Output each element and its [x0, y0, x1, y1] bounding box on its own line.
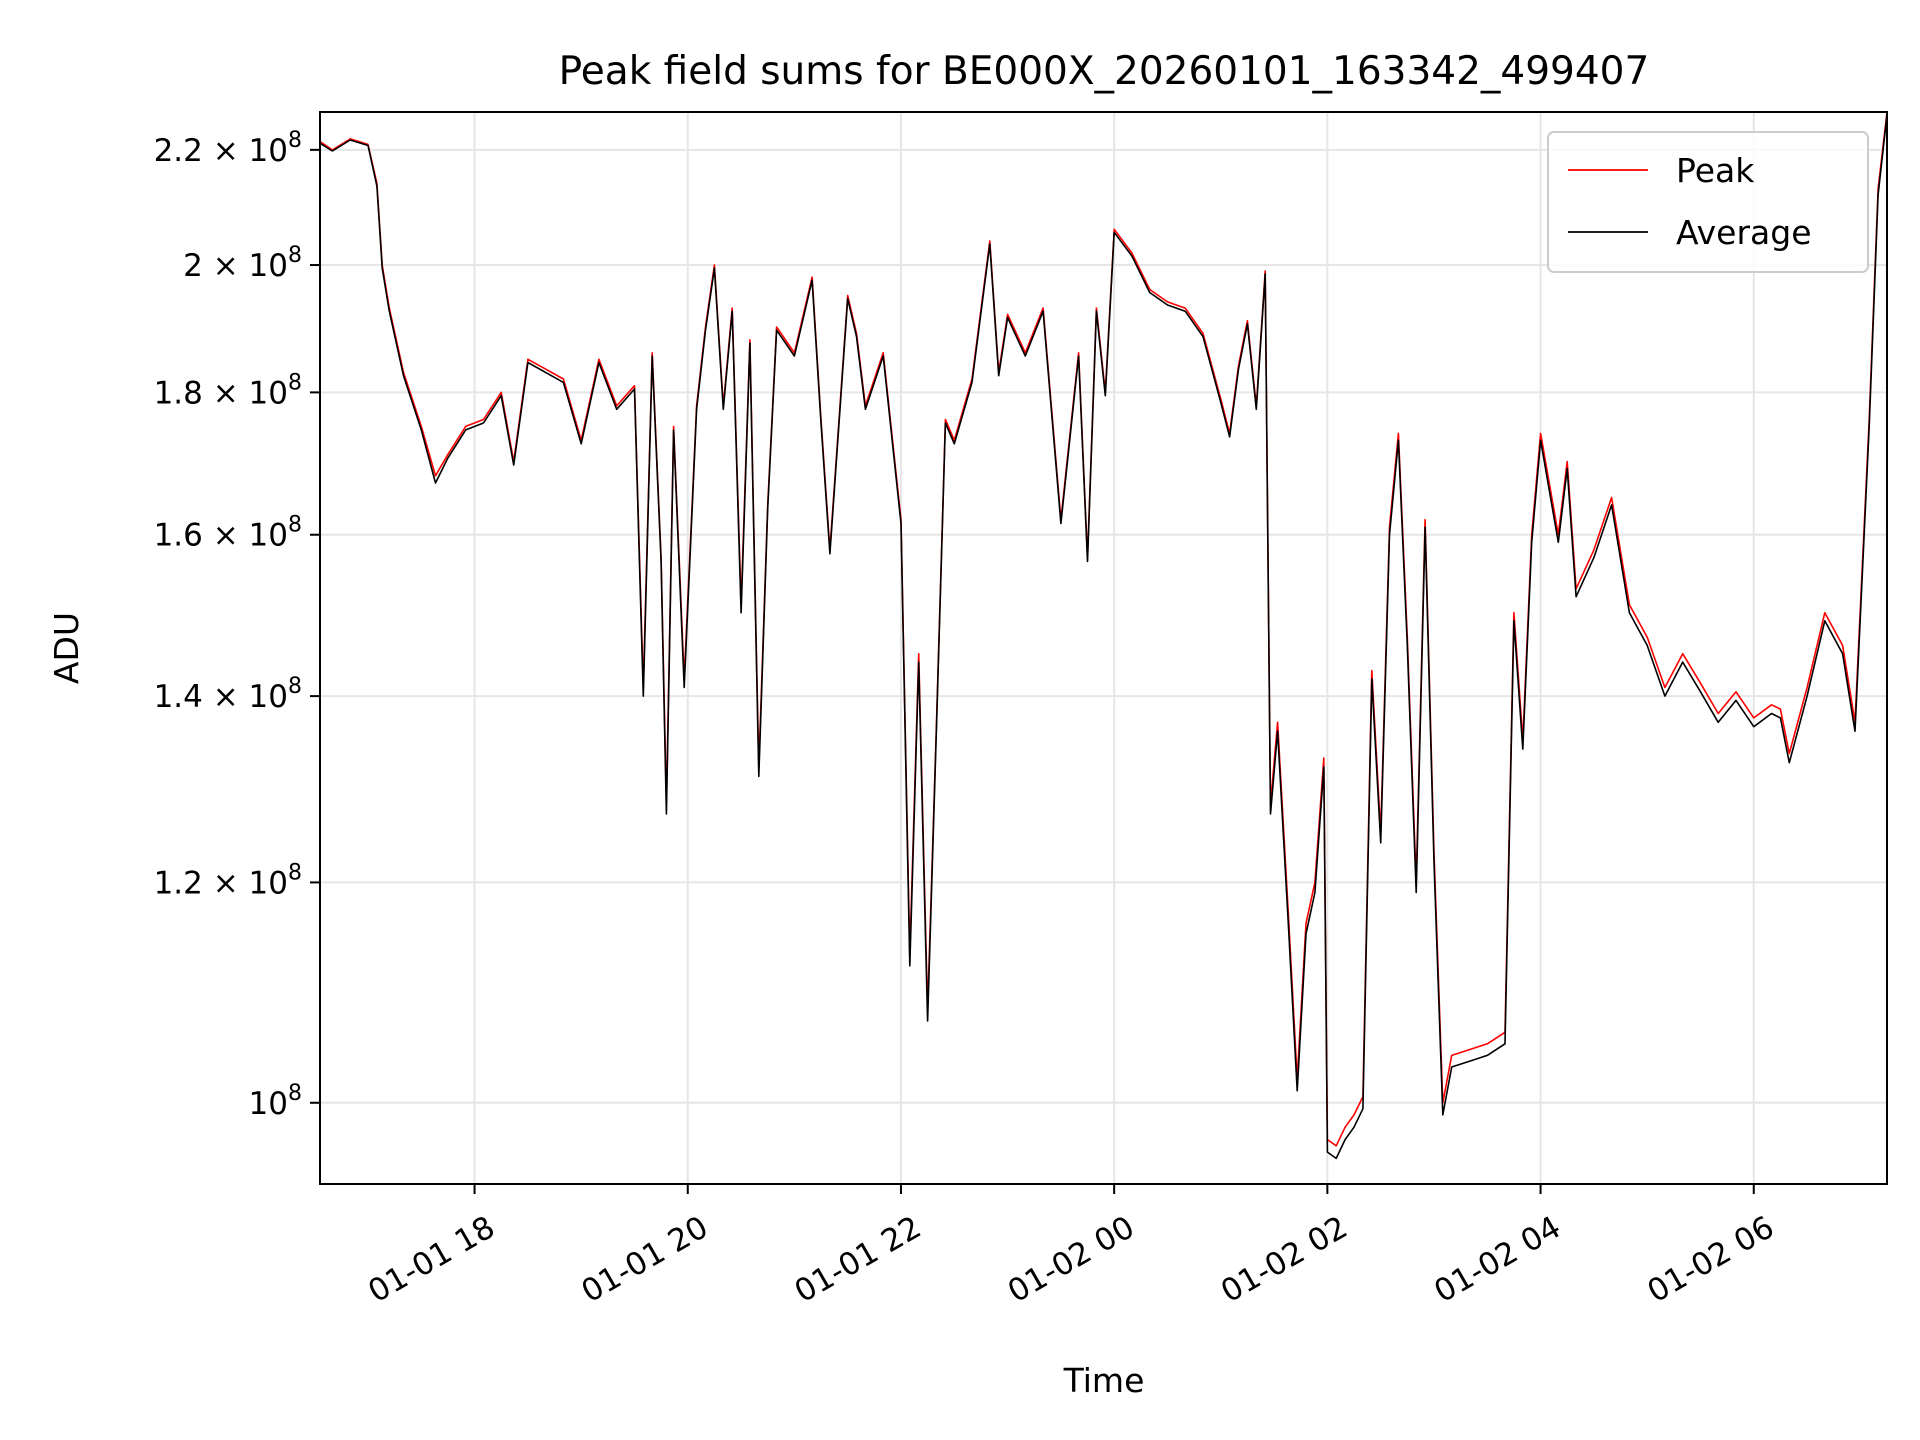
y-tick-label: 2 × 108: [183, 243, 302, 284]
y-tick-label: 2.2 × 108: [154, 128, 302, 169]
grid: [320, 112, 1887, 1184]
y-tick-label: 1.6 × 108: [154, 513, 302, 554]
y-tick-exponent: 8: [288, 243, 302, 268]
legend-box: [1547, 131, 1869, 273]
y-tick-mantissa: 2 × 10: [183, 248, 288, 284]
y-axis-label: ADU: [47, 612, 86, 684]
y-tick-exponent: 8: [288, 1081, 302, 1106]
legend-label: Average: [1676, 213, 1812, 252]
y-tick-label: 1.2 × 108: [154, 860, 302, 901]
y-tick-exponent: 8: [288, 513, 302, 538]
y-tick-exponent: 8: [288, 860, 302, 885]
y-tick-label: 1.8 × 108: [154, 370, 302, 411]
y-tick-mantissa: 10: [249, 1086, 288, 1122]
y-tick-mantissa: 1.4 × 10: [154, 679, 288, 715]
x-axis-label: Time: [1063, 1361, 1145, 1400]
y-tick-exponent: 8: [288, 128, 302, 153]
legend-label: Peak: [1676, 151, 1755, 190]
y-tick-exponent: 8: [288, 674, 302, 699]
y-tick-mantissa: 1.6 × 10: [154, 518, 288, 554]
y-tick-label: 1.4 × 108: [154, 674, 302, 715]
y-tick-mantissa: 1.2 × 10: [154, 865, 288, 901]
chart-title: Peak field sums for BE000X_20260101_1633…: [559, 49, 1650, 94]
y-tick-mantissa: 2.2 × 10: [154, 133, 288, 169]
series-group: [320, 112, 1887, 1160]
legend: Peak Average: [1547, 131, 1869, 273]
y-tick-exponent: 8: [288, 370, 302, 395]
series-line-average: [320, 114, 1887, 1160]
axes-frame: [319, 111, 1888, 1185]
plot-area: [320, 112, 1887, 1160]
y-tick-label: 108: [249, 1081, 302, 1122]
y-tick-mantissa: 1.8 × 10: [154, 375, 288, 411]
